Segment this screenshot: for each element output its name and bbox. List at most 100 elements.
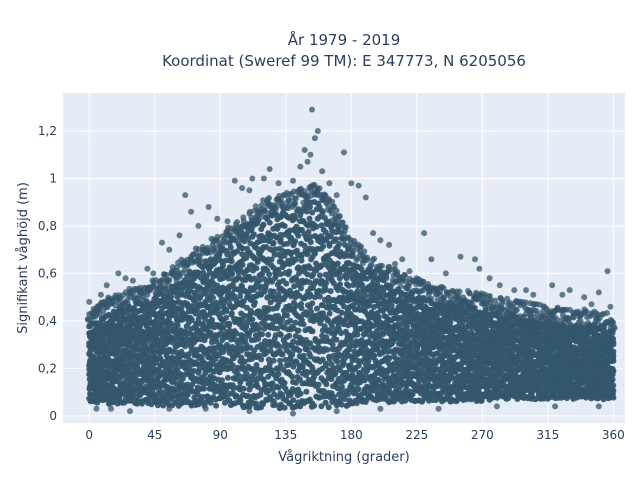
data-point bbox=[220, 262, 226, 269]
data-point bbox=[270, 240, 277, 246]
data-point bbox=[199, 393, 206, 400]
data-point bbox=[239, 261, 246, 268]
data-point bbox=[223, 314, 230, 321]
data-point bbox=[326, 242, 333, 249]
data-point bbox=[262, 380, 268, 387]
data-point bbox=[323, 381, 330, 388]
data-point bbox=[277, 332, 284, 338]
data-point bbox=[295, 232, 302, 239]
data-point bbox=[447, 319, 454, 326]
data-point bbox=[331, 369, 338, 376]
data-point bbox=[325, 404, 332, 411]
data-point bbox=[266, 219, 273, 226]
data-point bbox=[207, 329, 214, 336]
data-point bbox=[238, 354, 245, 361]
data-point bbox=[191, 367, 197, 374]
data-point bbox=[243, 230, 250, 237]
data-point bbox=[261, 276, 268, 283]
data-points bbox=[84, 106, 618, 417]
data-point bbox=[251, 299, 258, 306]
data-point bbox=[609, 366, 616, 372]
data-point bbox=[309, 328, 316, 335]
data-point bbox=[306, 215, 313, 222]
data-point bbox=[149, 387, 156, 394]
data-point bbox=[257, 391, 264, 398]
data-point bbox=[281, 404, 288, 411]
data-point bbox=[237, 397, 244, 404]
data-point bbox=[218, 329, 225, 336]
data-point bbox=[241, 358, 248, 365]
data-point bbox=[265, 356, 272, 363]
data-point bbox=[299, 363, 306, 370]
data-point bbox=[326, 310, 333, 317]
data-point bbox=[234, 248, 241, 255]
data-point bbox=[233, 330, 240, 337]
data-point bbox=[174, 322, 181, 329]
data-point bbox=[258, 356, 265, 363]
data-point bbox=[201, 385, 207, 392]
data-point bbox=[168, 293, 175, 300]
data-point bbox=[270, 357, 277, 364]
data-point bbox=[307, 239, 314, 246]
data-point bbox=[251, 275, 258, 282]
data-point bbox=[295, 327, 302, 334]
data-point bbox=[283, 280, 290, 287]
data-point bbox=[255, 325, 262, 332]
data-point bbox=[184, 262, 190, 269]
data-point bbox=[251, 370, 258, 377]
data-point bbox=[327, 288, 334, 295]
data-point bbox=[315, 381, 322, 388]
data-point bbox=[239, 245, 246, 252]
data-point bbox=[229, 271, 236, 278]
data-point bbox=[224, 248, 231, 255]
data-point bbox=[239, 251, 246, 258]
data-point bbox=[223, 308, 230, 315]
data-point bbox=[247, 307, 254, 314]
data-point bbox=[266, 361, 273, 368]
data-point bbox=[286, 268, 293, 275]
data-point bbox=[298, 285, 304, 292]
data-point bbox=[319, 209, 326, 216]
data-point bbox=[220, 324, 227, 331]
data-point bbox=[165, 328, 172, 335]
data-point bbox=[235, 372, 242, 379]
data-point bbox=[292, 238, 299, 245]
data-point bbox=[300, 321, 307, 328]
data-point bbox=[337, 281, 344, 288]
data-point bbox=[276, 343, 283, 350]
data-point bbox=[195, 269, 202, 276]
data-point bbox=[335, 323, 342, 330]
data-point bbox=[333, 336, 340, 343]
data-point bbox=[193, 321, 200, 328]
data-point bbox=[200, 320, 206, 327]
data-point bbox=[188, 317, 195, 323]
data-point bbox=[320, 243, 327, 250]
data-point bbox=[198, 353, 205, 360]
data-point bbox=[324, 346, 331, 353]
data-point bbox=[610, 382, 617, 389]
data-point bbox=[207, 399, 214, 406]
data-point bbox=[194, 391, 201, 398]
data-point bbox=[309, 300, 316, 307]
data-point bbox=[224, 341, 230, 348]
data-point bbox=[253, 265, 260, 272]
data-point bbox=[166, 277, 173, 284]
data-point bbox=[297, 390, 304, 397]
data-point bbox=[256, 277, 263, 284]
data-point bbox=[243, 370, 250, 377]
data-point bbox=[222, 399, 228, 406]
data-point bbox=[228, 310, 235, 317]
data-point bbox=[255, 335, 262, 342]
data-point bbox=[303, 388, 310, 395]
data-point bbox=[610, 335, 617, 342]
data-point bbox=[224, 374, 231, 381]
data-point bbox=[281, 223, 288, 229]
data-point bbox=[355, 386, 362, 393]
data-point bbox=[334, 260, 341, 267]
data-point bbox=[298, 305, 305, 312]
data-point bbox=[241, 312, 248, 319]
data-point bbox=[240, 385, 247, 392]
data-point bbox=[171, 386, 178, 393]
data-point bbox=[296, 347, 303, 354]
data-point bbox=[259, 270, 266, 277]
